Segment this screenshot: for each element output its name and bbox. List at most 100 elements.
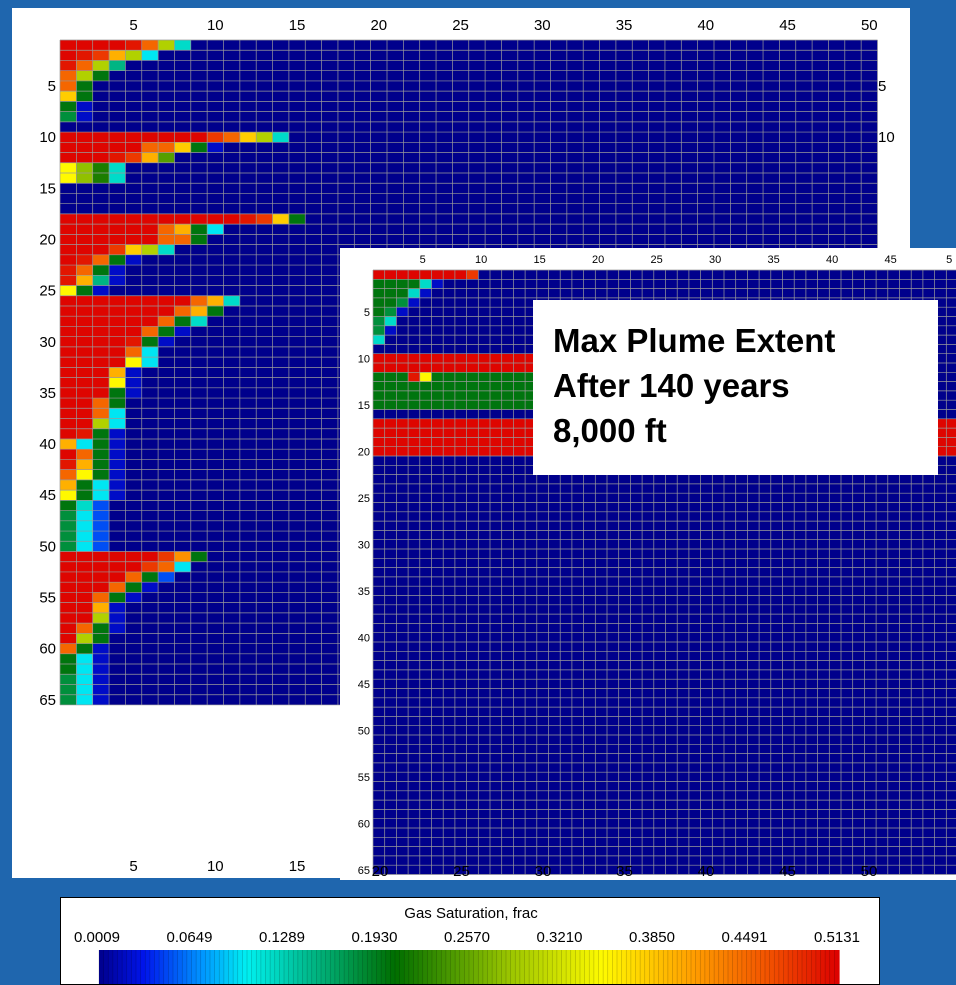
- heatmap-cell: [408, 279, 420, 289]
- heatmap-cell: [60, 551, 77, 562]
- heatmap-cell: [174, 213, 191, 225]
- heatmap-cell: [109, 490, 126, 501]
- heatmap-cell: [525, 390, 537, 401]
- colorbar-title: Gas Saturation, frac: [404, 905, 538, 922]
- heatmap-cell: [466, 446, 479, 456]
- heatmap-cell: [60, 152, 77, 163]
- colorbar-segment: [737, 950, 743, 984]
- heatmap-cell: [490, 446, 502, 456]
- y-tick-label-left: 20: [39, 231, 56, 248]
- colorbar-segment: [543, 950, 549, 984]
- heatmap-cell: [92, 469, 110, 480]
- heatmap-cell: [92, 285, 110, 296]
- heatmap-cell: [60, 490, 77, 501]
- heatmap-cell: [190, 305, 208, 317]
- heatmap-cell: [396, 428, 409, 438]
- heatmap-cell: [501, 428, 514, 438]
- colorbar-segment: [681, 950, 687, 984]
- heatmap-cell: [76, 551, 93, 562]
- colorbar-segment: [371, 950, 378, 984]
- heatmap-cell: [513, 446, 526, 456]
- heatmap-cell: [76, 70, 93, 81]
- heatmap-cell: [158, 551, 175, 562]
- heatmap-cell: [408, 446, 420, 456]
- colorbar-segment: [427, 950, 433, 984]
- heatmap-cell: [454, 353, 467, 363]
- heatmap-cell: [223, 132, 240, 143]
- x-tick-label-bottom: 5: [129, 858, 137, 875]
- heatmap-cell: [174, 326, 191, 337]
- colorbar-segment: [325, 950, 331, 984]
- y-tick-label-left: 40: [39, 436, 56, 453]
- heatmap-cell: [141, 213, 159, 225]
- heatmap-cell: [92, 541, 110, 552]
- heatmap-cell: [125, 551, 142, 562]
- colorbar-segment: [334, 950, 341, 984]
- heatmap-cell: [141, 224, 159, 235]
- colorbar-segment: [820, 950, 826, 984]
- heatmap-cell: [109, 602, 126, 613]
- heatmap-cell: [60, 132, 77, 143]
- colorbar-segment: [441, 950, 447, 984]
- heatmap-cell: [125, 305, 142, 317]
- heatmap-cell: [190, 316, 208, 327]
- overlay-y-tick-label-left: 15: [358, 400, 370, 412]
- overlay-x-tick-label-top: 35: [768, 254, 780, 266]
- heatmap-cell: [76, 428, 93, 439]
- heatmap-cell: [76, 377, 93, 388]
- overlay-x-tick-label-top: 5: [420, 254, 426, 266]
- heatmap-cell: [76, 520, 93, 532]
- colorbar-segment: [168, 950, 174, 984]
- overlay-x-tick-label-bottom: 20: [372, 863, 389, 880]
- colorbar-segment: [219, 950, 225, 984]
- heatmap-cell: [76, 254, 93, 266]
- y-tick-label-left: 5: [48, 78, 56, 95]
- heatmap-cell: [419, 390, 432, 401]
- colorbar-segment: [529, 950, 535, 984]
- heatmap-cell: [396, 297, 409, 308]
- overlay-x-tick-label-top: 40: [826, 254, 838, 266]
- colorbar-segment: [658, 950, 664, 984]
- colorbar-tick-label: 0.0649: [167, 929, 213, 946]
- heatmap-cell: [190, 234, 208, 245]
- heatmap-cell: [478, 353, 490, 363]
- heatmap-cell: [490, 437, 502, 447]
- heatmap-cell: [92, 224, 110, 235]
- heatmap-cell: [419, 363, 432, 373]
- heatmap-cell: [272, 213, 289, 225]
- colorbar-segment: [593, 950, 600, 984]
- heatmap-cell: [272, 132, 289, 143]
- colorbar-segment: [311, 950, 317, 984]
- colorbar-segment: [621, 950, 627, 984]
- heatmap-cell: [478, 363, 490, 373]
- heatmap-cell: [141, 50, 159, 61]
- heatmap-cell: [373, 297, 385, 308]
- heatmap-cell: [384, 279, 397, 289]
- heatmap-cell: [419, 279, 432, 289]
- heatmap-cell: [158, 571, 175, 583]
- heatmap-cell: [141, 582, 159, 593]
- colorbar-segment: [603, 950, 609, 984]
- colorbar-segment: [413, 950, 419, 984]
- colorbar-segment: [482, 950, 489, 984]
- x-tick-label-bottom: 15: [289, 858, 306, 875]
- colorbar-segment: [691, 950, 697, 984]
- heatmap-cell: [239, 132, 257, 143]
- heatmap-cell: [76, 469, 93, 480]
- heatmap-cell: [125, 326, 142, 337]
- heatmap-cell: [466, 437, 479, 447]
- heatmap-cell: [76, 459, 93, 470]
- heatmap-cell: [109, 377, 126, 388]
- heatmap-cell: [419, 381, 432, 391]
- heatmap-cell: [60, 275, 77, 286]
- heatmap-cell: [466, 381, 479, 391]
- heatmap-cell: [109, 224, 126, 235]
- heatmap-cell: [431, 428, 444, 438]
- colorbar-tick-label: 0.1289: [259, 929, 305, 946]
- heatmap-cell: [60, 674, 77, 685]
- colorbar-segment: [251, 950, 257, 984]
- colorbar-segment: [353, 950, 359, 984]
- colorbar-segment: [399, 950, 405, 984]
- heatmap-cell: [396, 390, 409, 401]
- heatmap-cell: [76, 40, 93, 51]
